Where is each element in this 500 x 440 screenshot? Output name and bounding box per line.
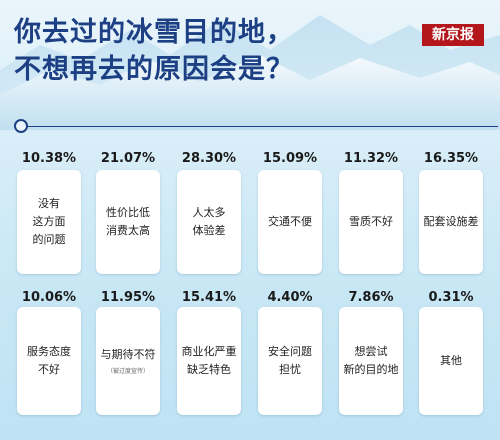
page-title: 你去过的冰雪目的地， 不想再去的原因会是？ [14, 14, 294, 88]
reason-card: 服务态度 不好 [17, 307, 81, 415]
reason-label: 想尝试 新的目的地 [343, 345, 399, 376]
reason-card: 商业化严重 缺乏特色 [177, 307, 241, 415]
percentage-label: 11.95% [100, 290, 156, 305]
reason-card: 没有 这方面 的问题 [17, 170, 81, 274]
reason-label: 服务态度 不好 [27, 345, 71, 376]
percentage-label: 21.07% [100, 151, 156, 166]
divider-line [22, 126, 498, 127]
snow-mountain-background [0, 15, 500, 130]
percentage-label: 7.86% [348, 290, 394, 305]
reason-label: 性价比低 消费太高 [106, 206, 150, 237]
reason-card: 安全问题 担忧 [258, 307, 322, 415]
reason-card: 交通不便 [258, 170, 322, 274]
percentage-label: 4.40% [267, 290, 313, 305]
reason-card: 想尝试 新的目的地 [339, 307, 403, 415]
reason-card: 雪质不好 [339, 170, 403, 274]
percentage-label: 11.32% [343, 151, 399, 166]
percentage-label: 10.06% [21, 290, 77, 305]
reason-card: 其他 [419, 307, 483, 415]
percentage-label: 15.09% [262, 151, 318, 166]
brand-logo: 新京报 [422, 24, 484, 46]
reason-label: 配套设施差 [423, 215, 479, 228]
reason-label: 没有 这方面 的问题 [32, 197, 66, 246]
reason-card: 性价比低 消费太高 [96, 170, 160, 274]
reason-label: 安全问题 担忧 [268, 345, 312, 376]
reason-label: 人太多 体验差 [192, 206, 226, 237]
reason-card: 配套设施差 [419, 170, 483, 274]
percentage-label: 0.31% [428, 290, 474, 305]
reason-label: 与期待不符 [100, 348, 156, 361]
reason-card: 与期待不符 （被过度宣传） [96, 307, 160, 415]
reason-sublabel: （被过度宣传） [106, 368, 149, 375]
reason-label: 交通不便 [268, 215, 312, 228]
percentage-label: 10.38% [21, 151, 77, 166]
reason-label: 其他 [440, 354, 462, 367]
percentage-label: 28.30% [181, 151, 237, 166]
reason-label: 商业化严重 缺乏特色 [181, 345, 237, 376]
percentage-label: 16.35% [423, 151, 479, 166]
title-line-2: 不想再去的原因会是？ [14, 54, 294, 85]
divider-dot [14, 119, 28, 133]
percentage-label: 15.41% [181, 290, 237, 305]
reason-card: 人太多 体验差 [177, 170, 241, 274]
title-line-1: 你去过的冰雪目的地， [14, 17, 294, 48]
reason-label: 雪质不好 [349, 215, 393, 228]
